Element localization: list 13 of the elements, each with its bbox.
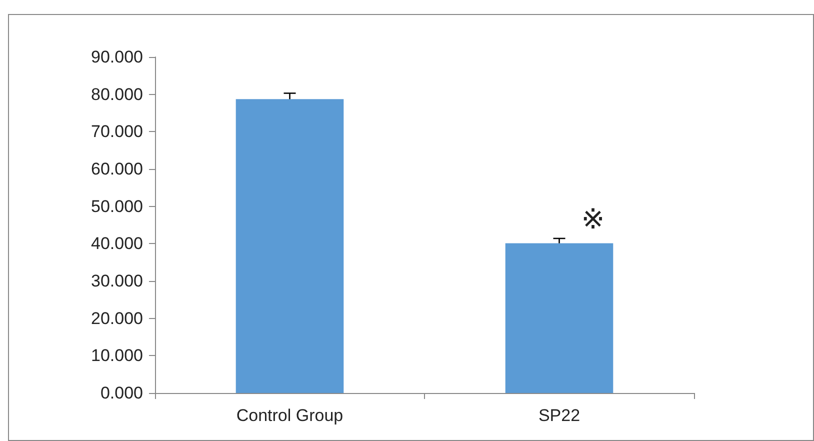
annotation: ※ xyxy=(581,204,605,234)
y-tick-label: 10.000 xyxy=(91,346,143,366)
x-tick-label: Control Group xyxy=(236,406,344,425)
y-tick-label: 0.000 xyxy=(100,384,143,402)
y-tick-label: 30.000 xyxy=(91,272,143,290)
y-tick-label: 20.000 xyxy=(91,308,143,328)
y-tick-label: 60.000 xyxy=(91,160,143,178)
y-tick-label: 50.000 xyxy=(91,196,143,216)
y-tick-label: 90.000 xyxy=(91,48,143,66)
y-tick-label: 40.000 xyxy=(91,234,143,254)
y-tick-label: 70.000 xyxy=(91,122,143,142)
y-tick-label: 80.000 xyxy=(91,84,143,104)
x-tick-label: SP22 xyxy=(538,406,580,425)
